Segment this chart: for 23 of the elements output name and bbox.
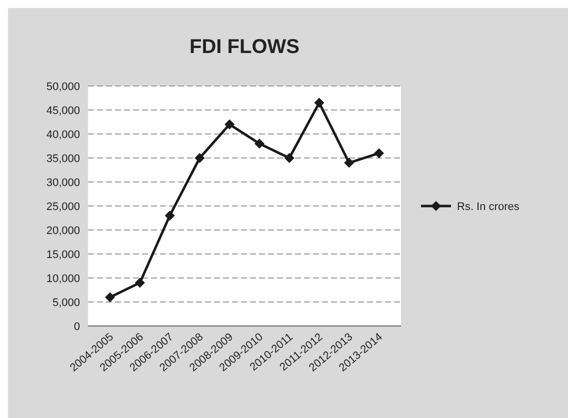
point	[344, 158, 354, 168]
y-tick-label: 45,000	[46, 105, 80, 117]
point	[134, 278, 145, 288]
point	[224, 119, 235, 130]
y-tick-label: 35,000	[46, 153, 80, 165]
legend-label: Rs. In crores	[457, 201, 520, 213]
point	[284, 153, 294, 163]
y-tick-label: 50,000	[46, 81, 80, 93]
point	[164, 210, 175, 221]
y-tick-label: 30,000	[46, 177, 80, 189]
y-tick-label: 0	[74, 321, 80, 333]
point	[314, 98, 324, 108]
y-tick-label: 20,000	[46, 225, 80, 237]
y-tick-label: 10,000	[46, 273, 80, 285]
point	[254, 138, 264, 149]
y-tick-label: 40,000	[46, 129, 80, 141]
y-tick-label: 5,000	[52, 297, 80, 309]
y-tick-label: 15,000	[46, 249, 80, 261]
point	[105, 292, 115, 302]
y-tick-label: 25,000	[46, 201, 80, 213]
point	[374, 148, 384, 158]
point	[194, 153, 205, 163]
chart-title: FDI FLOWS	[190, 36, 300, 58]
